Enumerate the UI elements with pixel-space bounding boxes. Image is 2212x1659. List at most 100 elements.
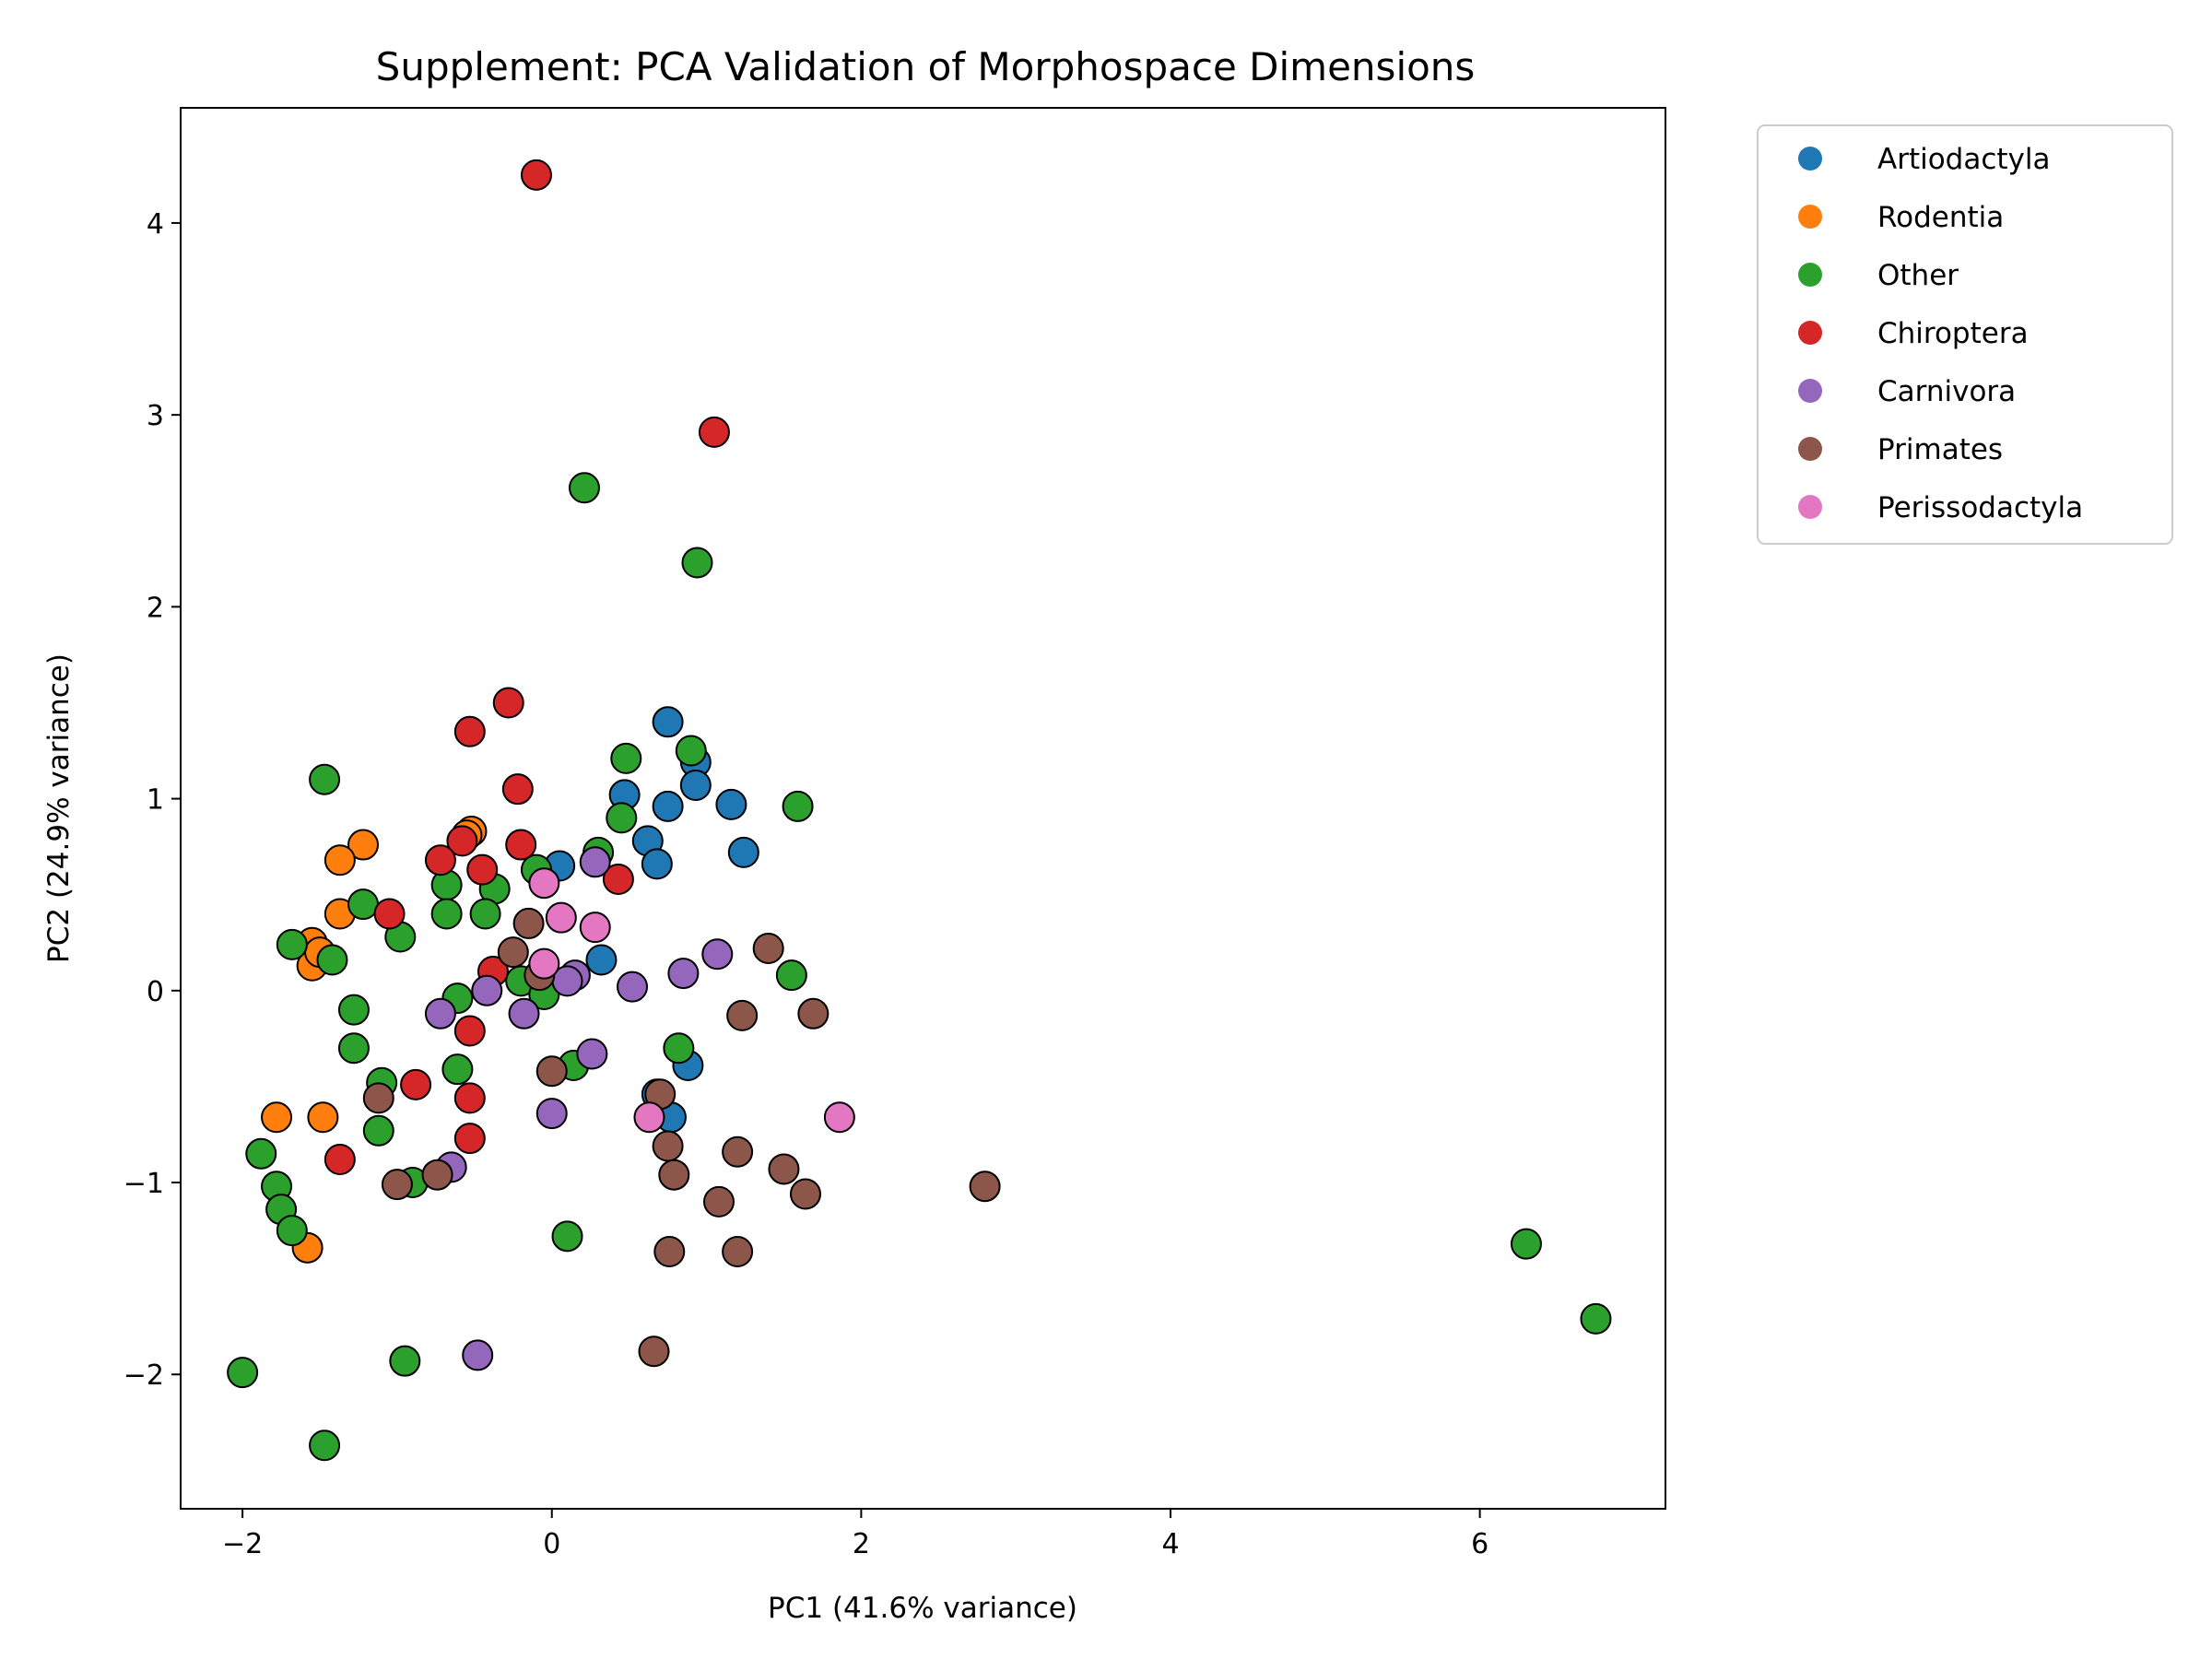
legend-label: Carnivora (1877, 375, 2016, 408)
legend-marker (1798, 147, 1822, 171)
data-point-carnivora (508, 997, 540, 1030)
data-point-primates (726, 999, 759, 1031)
y-tick-label: −2 (124, 1359, 164, 1392)
data-point-other (441, 1053, 474, 1086)
data-point-primates (421, 1159, 453, 1191)
data-point-other (337, 1032, 370, 1065)
data-point-primates (512, 907, 545, 939)
data-point-carnivora (701, 938, 734, 971)
x-tick-label: 6 (1471, 1528, 1488, 1560)
data-point-rodentia (324, 844, 356, 877)
data-point-other (1580, 1302, 1612, 1335)
y-tick-label: 4 (147, 208, 164, 241)
x-tick-label: −2 (222, 1528, 263, 1560)
data-point-carnivora (576, 1038, 608, 1070)
data-point-carnivora (667, 958, 700, 990)
legend-marker (1798, 263, 1822, 287)
legend-marker (1798, 321, 1822, 345)
data-point-other (309, 1430, 341, 1462)
data-point-other (276, 928, 308, 960)
data-point-artiodactyla (641, 848, 673, 880)
legend-item-primates: Primates (1798, 433, 2003, 466)
x-tick-label: 0 (543, 1528, 560, 1560)
data-point-primates (653, 1235, 686, 1267)
data-point-other (681, 547, 713, 579)
data-point-rodentia (347, 829, 380, 861)
data-point-primates (752, 933, 784, 964)
data-point-chiroptera (698, 416, 730, 448)
data-point-chiroptera (453, 1123, 486, 1155)
data-point-other (309, 763, 341, 795)
legend-item-rodentia: Rodentia (1798, 201, 2004, 234)
legend-item-artiodactyla: Artiodactyla (1798, 143, 2051, 176)
series-artiodactyla (544, 706, 759, 1134)
data-point-primates (497, 936, 529, 969)
series-other (227, 472, 1612, 1462)
series-primates (362, 907, 1001, 1368)
plot-frame (180, 107, 1666, 1510)
data-point-chiroptera (602, 864, 634, 896)
data-point-primates (969, 1171, 1001, 1203)
x-tick-label: 2 (853, 1528, 870, 1560)
data-point-other (469, 898, 501, 930)
legend-item-chiroptera: Chiroptera (1798, 317, 2029, 350)
legend-marker (1798, 495, 1822, 519)
data-point-chiroptera (505, 829, 537, 861)
x-tick-label: 4 (1161, 1528, 1179, 1560)
legend-label: Artiodactyla (1877, 143, 2051, 176)
data-point-primates (797, 997, 830, 1030)
data-point-artiodactyla (679, 770, 712, 802)
data-point-artiodactyla (585, 944, 618, 976)
data-point-primates (638, 1335, 670, 1368)
data-point-carnivora (471, 974, 503, 1006)
data-point-other (782, 790, 814, 822)
legend-label: Rodentia (1877, 201, 2004, 234)
data-point-artiodactyla (715, 788, 747, 820)
data-point-primates (381, 1169, 413, 1201)
data-point-chiroptera (466, 853, 499, 886)
data-point-chiroptera (453, 1015, 486, 1047)
data-point-chiroptera (501, 773, 534, 806)
y-axis-ticks: −2 −1 0 1 2 3 4 (124, 208, 181, 1392)
data-point-carnivora (424, 997, 456, 1030)
legend-item-perissodactyla: Perissodactyla (1798, 491, 2083, 524)
legend-frame (1757, 124, 2173, 545)
chart-title: Supplement: PCA Validation of Morphospac… (376, 44, 1476, 89)
series-perissodactyla (528, 867, 855, 1134)
data-point-carnivora (579, 846, 611, 878)
x-axis-label: PC1 (41.6% variance) (768, 1592, 1077, 1625)
y-tick-label: 2 (147, 592, 164, 624)
data-point-other (245, 1137, 277, 1170)
data-point-artiodactyla (652, 706, 684, 738)
y-tick-label: 3 (147, 400, 164, 432)
data-point-other (610, 742, 642, 774)
data-point-perissodactyla (528, 947, 560, 980)
legend-label: Primates (1877, 433, 2003, 466)
data-point-perissodactyla (579, 912, 611, 944)
data-point-primates (658, 1159, 690, 1191)
data-point-other (347, 888, 380, 921)
data-point-other (663, 1032, 695, 1065)
data-point-other (276, 1215, 308, 1247)
plot-area (180, 107, 1666, 1510)
data-point-other (337, 994, 370, 1026)
data-point-other (430, 898, 463, 930)
data-point-other (775, 959, 807, 992)
data-point-other (227, 1357, 259, 1389)
data-point-chiroptera (453, 715, 486, 747)
legend: Artiodactyla Rodentia Other Chiroptera Carni… (1757, 124, 2173, 545)
y-axis-label: PC2 (24.9% variance) (42, 653, 76, 963)
data-point-chiroptera (373, 898, 406, 930)
plot-background (181, 108, 1665, 1509)
data-point-chiroptera (446, 825, 478, 857)
data-point-primates (702, 1185, 735, 1218)
data-point-primates (722, 1135, 754, 1168)
data-point-primates (768, 1153, 800, 1185)
data-point-other (1510, 1228, 1542, 1260)
y-tick-label: −1 (124, 1168, 164, 1200)
data-point-carnivora (462, 1339, 494, 1371)
data-point-chiroptera (424, 844, 456, 877)
data-point-other (568, 472, 600, 504)
legend-marker (1798, 379, 1822, 403)
